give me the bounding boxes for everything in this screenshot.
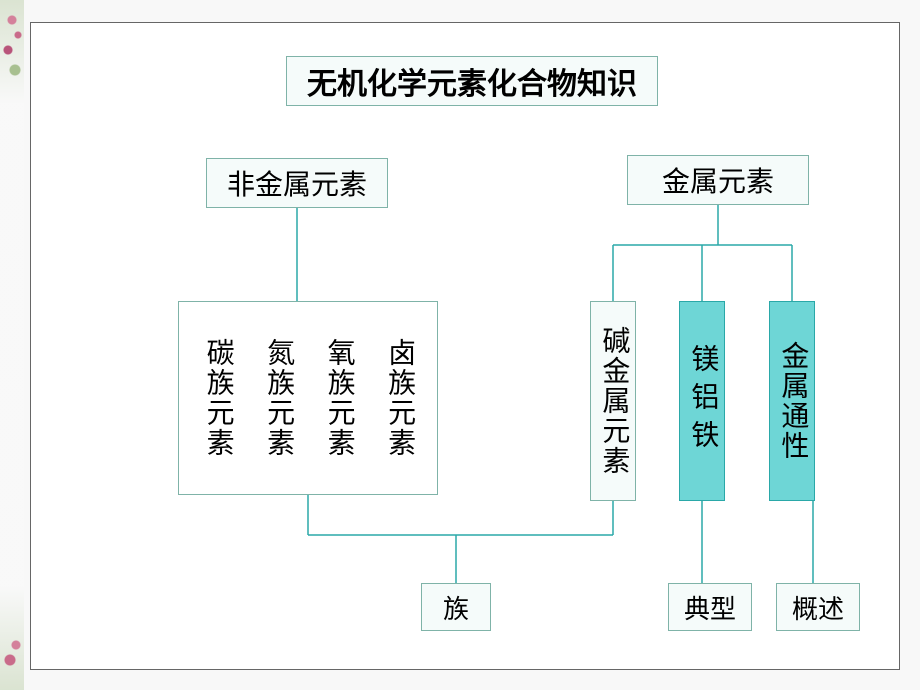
bottom-label-gaishu: 概述 [776,583,860,631]
category-nonmetal: 非金属元素 [206,158,388,208]
leaf-mg-al-fe: 镁铝铁 [679,301,725,501]
bottom-label-dianxing: 典型 [668,583,752,631]
slide-frame: 无机化学元素化合物知识 非金属元素 金属元素 碳族元素 氮族元素 氧族元素 卤族… [30,22,900,670]
group-carbon: 碳族元素 [202,338,233,458]
leaf-alkali-metals: 碱金属元素 [590,301,636,501]
category-metal: 金属元素 [627,155,809,205]
bottom-label-zu: 族 [421,583,491,631]
group-halogen: 卤族元素 [383,338,414,458]
decorative-flower-border [0,0,24,690]
nonmetal-groups-box: 碳族元素 氮族元素 氧族元素 卤族元素 [178,301,438,495]
group-oxygen: 氧族元素 [323,338,354,458]
diagram-title: 无机化学元素化合物知识 [286,56,658,106]
group-nitrogen: 氮族元素 [262,338,293,458]
leaf-metal-general: 金属通性 [769,301,815,501]
